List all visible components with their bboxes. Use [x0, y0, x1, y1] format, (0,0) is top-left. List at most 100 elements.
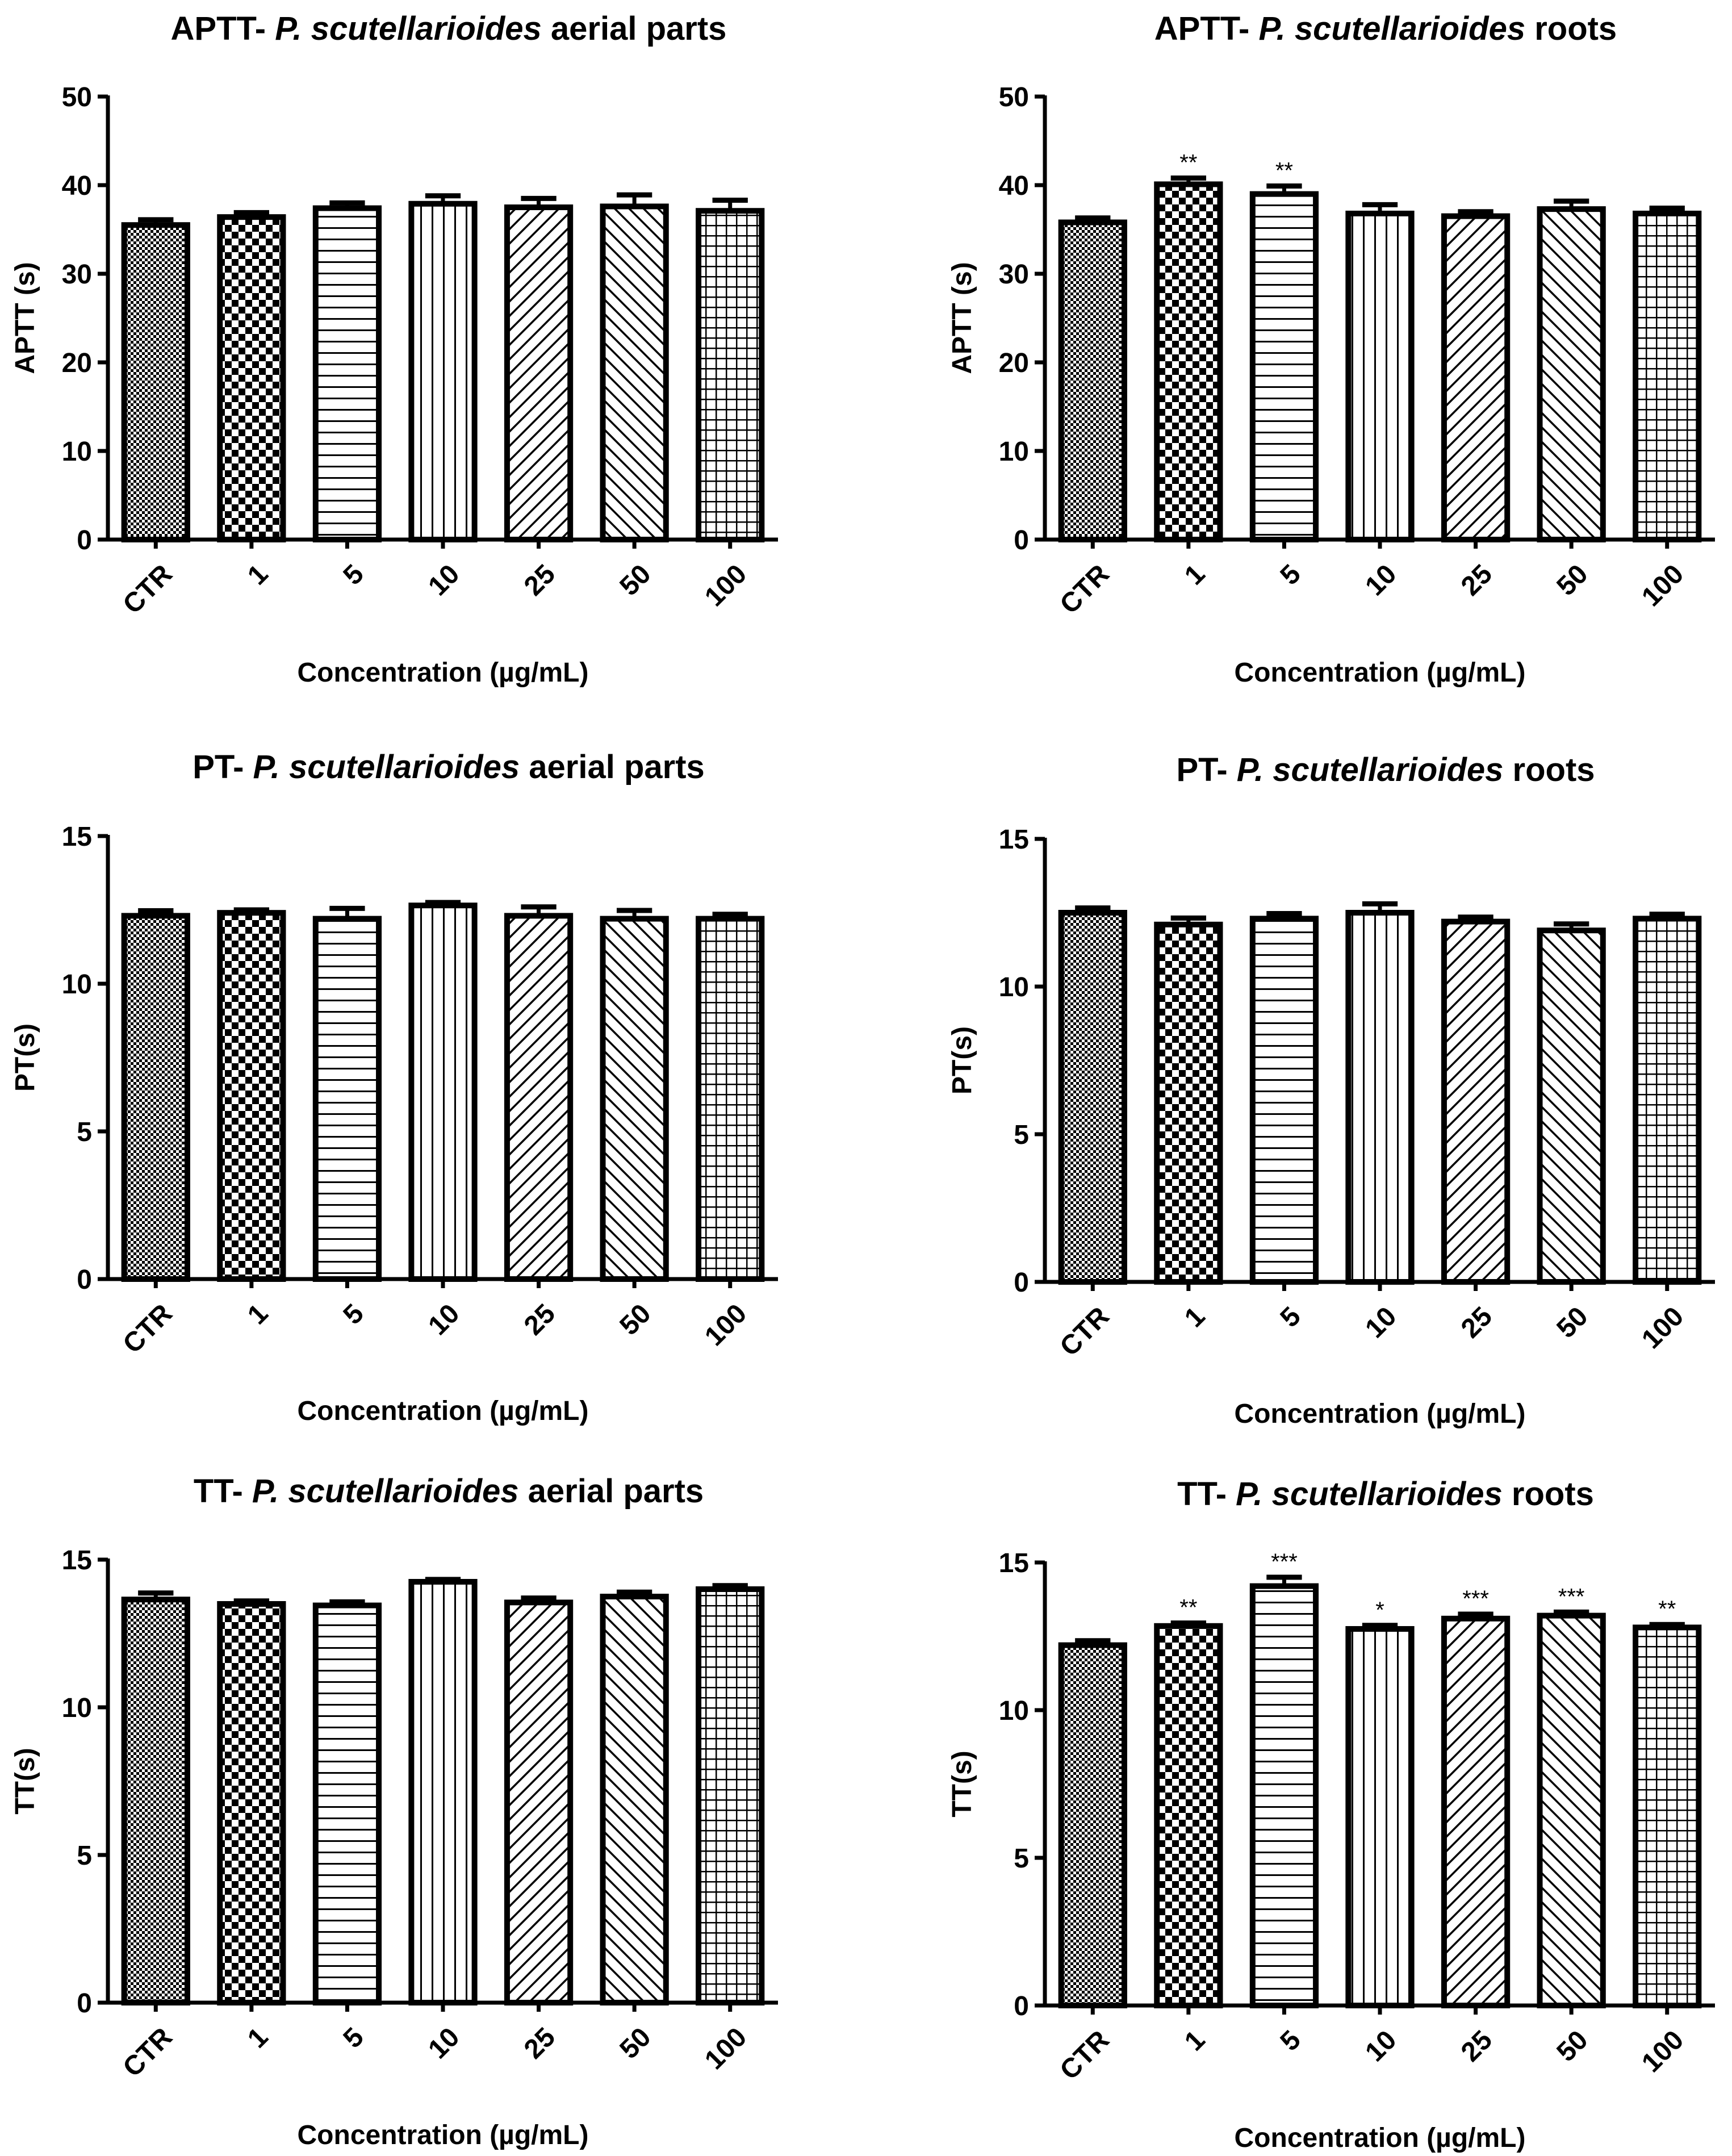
y-tick-label: 30: [62, 260, 92, 290]
chart-title-species: P. scutellarioides: [275, 10, 542, 47]
bar-1: [1154, 181, 1223, 542]
chart-title: TT- P. scutellarioides aerial parts: [194, 1473, 704, 1510]
chart-title-prefix: APTT-: [171, 10, 275, 47]
category-label: 1: [242, 559, 274, 591]
x-axis-label: Concentration (µg/mL): [298, 1396, 589, 1426]
bar-50: [1537, 206, 1606, 542]
chart-title: TT- P. scutellarioides roots: [1177, 1476, 1594, 1512]
chart-title-prefix: TT-: [1177, 1476, 1236, 1512]
category-label: 100: [699, 1298, 752, 1352]
significance-label: *: [1375, 1598, 1384, 1623]
category-label: 100: [1636, 2025, 1689, 2078]
bar-CTR: [121, 1597, 190, 2005]
chart-title-suffix: aerial parts: [520, 749, 705, 785]
x-axis-label: Concentration (µg/mL): [298, 2120, 589, 2150]
x-axis-label: Concentration (µg/mL): [1235, 658, 1526, 688]
category-label: 10: [422, 1298, 465, 1341]
y-tick-label: 0: [77, 1988, 92, 2019]
bar-CTR: [121, 222, 190, 542]
y-tick-label: 20: [999, 348, 1029, 378]
y-axis-label: TT(s): [10, 1748, 40, 1814]
category-label: 10: [1359, 1301, 1402, 1344]
chart-panel-4: PT- P. scutellarioides roots PT(s) Concent…: [947, 751, 1715, 1429]
category-label: 1: [1179, 1301, 1211, 1333]
chart-title-species: P. scutellarioides: [1237, 751, 1504, 788]
bar-50: [600, 916, 669, 1282]
y-axis-label: APTT (s): [10, 262, 40, 374]
bar-10: [408, 1579, 478, 2005]
y-tick-label: 10: [62, 970, 92, 1000]
x-axis-label: Concentration (µg/mL): [1235, 1399, 1526, 1429]
bar-25: [1441, 918, 1511, 1285]
category-label: CTR: [1055, 1301, 1115, 1362]
chart-panel-2: APTT- P. scutellarioides roots APTT (s) Co…: [947, 10, 1715, 688]
bar-5: [1249, 916, 1319, 1285]
bar-1: [217, 214, 286, 543]
y-tick-label: 0: [77, 525, 92, 555]
significance-label: ***: [1271, 1549, 1298, 1574]
chart-panel-3: PT- P. scutellarioides aerial parts PT(s)…: [10, 749, 778, 1426]
significance-label: ***: [1462, 1586, 1489, 1611]
x-axis-label: Concentration (µg/mL): [1235, 2123, 1526, 2153]
bar-50: [600, 1594, 669, 2005]
y-tick-label: 5: [77, 1841, 92, 1871]
significance-label: **: [1179, 151, 1197, 176]
bar-100: [1633, 916, 1702, 1285]
bar-5: [1249, 191, 1319, 543]
bar-1: [1154, 921, 1223, 1285]
y-tick-label: 5: [77, 1117, 92, 1147]
category-label: CTR: [1055, 559, 1115, 620]
chart-title-suffix: roots: [1525, 10, 1617, 47]
y-axis-label: APTT (s): [947, 262, 977, 374]
y-tick-label: 10: [62, 1693, 92, 1723]
bar-10: [1345, 210, 1415, 543]
y-axis-label: PT(s): [947, 1026, 977, 1094]
category-label: 50: [1551, 559, 1593, 601]
chart-panel-6: TT- P. scutellarioides roots TT(s) Concent…: [947, 1476, 1715, 2153]
y-axis-label: PT(s): [10, 1023, 40, 1092]
category-label: 50: [614, 559, 656, 601]
category-label: 5: [338, 559, 370, 591]
category-label: CTR: [118, 2022, 178, 2083]
category-label: 5: [338, 2022, 370, 2054]
y-tick-label: 0: [77, 1265, 92, 1295]
y-tick-label: 30: [999, 260, 1029, 290]
bar-25: [1441, 1615, 1511, 2009]
bar-50: [1537, 1612, 1606, 2009]
category-label: 100: [699, 2022, 752, 2075]
y-tick-label: 50: [999, 82, 1029, 112]
y-tick-label: 0: [1014, 1268, 1029, 1298]
bar-100: [696, 1586, 765, 2005]
bar-100: [696, 916, 765, 1282]
significance-label: ***: [1558, 1584, 1585, 1609]
chart-title-suffix: aerial parts: [542, 10, 727, 47]
category-label: 100: [1636, 559, 1689, 612]
x-axis-label: Concentration (µg/mL): [298, 658, 589, 688]
category-label: 1: [1179, 2025, 1211, 2057]
bar-100: [696, 208, 765, 542]
y-tick-label: 0: [1014, 525, 1029, 555]
chart-panel-1: APTT- P. scutellarioides aerial parts APT…: [10, 10, 778, 688]
y-tick-label: 10: [999, 1696, 1029, 1726]
bar-50: [1537, 927, 1606, 1285]
bar-5: [312, 1602, 382, 2006]
y-tick-label: 15: [999, 825, 1029, 855]
chart-title-species: P. scutellarioides: [253, 749, 520, 785]
bar-CTR: [1058, 1642, 1127, 2009]
bar-25: [1441, 213, 1511, 543]
bar-10: [408, 902, 478, 1282]
chart-title-suffix: aerial parts: [519, 1473, 704, 1510]
category-label: 5: [338, 1298, 370, 1330]
chart-title-suffix: roots: [1503, 751, 1595, 788]
y-tick-label: 20: [62, 348, 92, 378]
category-label: 25: [518, 2022, 561, 2065]
bar-25: [504, 204, 574, 542]
chart-title-species: P. scutellarioides: [252, 1473, 519, 1510]
category-label: 100: [1636, 1301, 1689, 1355]
bar-CTR: [1058, 910, 1127, 1285]
bar-1: [217, 910, 286, 1282]
bar-25: [504, 1599, 574, 2005]
y-tick-label: 5: [1014, 1844, 1029, 1874]
category-label: 10: [1359, 2025, 1402, 2067]
